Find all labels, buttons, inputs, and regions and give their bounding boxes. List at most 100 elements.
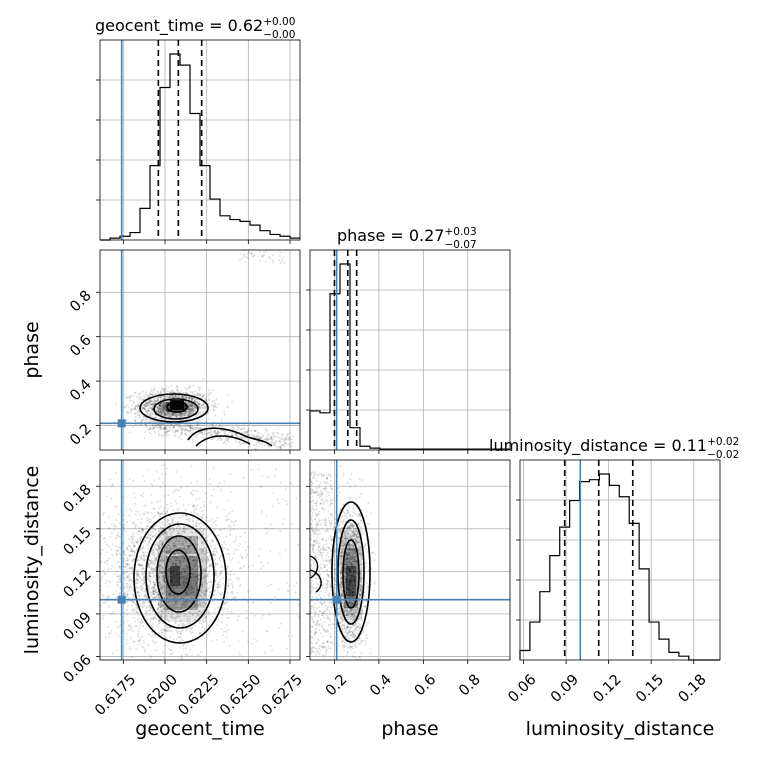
sample-point [239,554,242,557]
sample-point [250,252,253,255]
sample-point [142,528,145,531]
sample-point [106,595,109,598]
sample-point [278,588,281,591]
sample-point [227,552,230,555]
sample-point [166,519,169,522]
sample-point [147,521,150,524]
sample-point [151,516,154,519]
sample-point [157,396,160,399]
sample-point [142,625,145,628]
sample-point [161,387,164,390]
sample-point [207,611,210,614]
sample-point [113,525,116,528]
sample-point [295,582,298,585]
sample-point [213,404,216,407]
sample-point [157,410,160,413]
sample-point [219,424,222,427]
sample-point [275,435,278,438]
sample-point [230,612,233,615]
sample-point [280,447,283,450]
sample-point [208,613,211,616]
sample-point [179,495,182,498]
sample-point [181,415,184,418]
sample-point [253,434,256,437]
sample-point [102,513,105,516]
sample-point [197,653,200,656]
sample-point [261,436,264,439]
sample-point [177,396,180,399]
sample-point [225,406,228,409]
sample-point [136,510,139,513]
sample-point [152,398,155,401]
sample-point [202,629,205,632]
sample-point [102,595,105,598]
sample-point [218,436,221,439]
sample-point [273,431,276,434]
sample-point [126,590,129,593]
sample-point [150,415,153,418]
sample-point [273,474,276,477]
sample-point [178,394,181,397]
sample-point [177,624,180,627]
sample-point [181,427,184,430]
sample-point [150,595,153,598]
sample-point [209,558,212,561]
sample-point [163,411,166,414]
sample-point [251,564,254,567]
sample-point [153,393,156,396]
sample-point [132,491,135,494]
sample-point [157,511,160,514]
sample-point [242,427,245,430]
sample-point [135,647,138,650]
sample-point [150,410,153,413]
sample-point [136,582,139,585]
sample-point [277,502,280,505]
x-tick-label: 0.12 [591,672,625,706]
sample-point [195,401,198,404]
sample-point [150,402,153,405]
sample-point [182,525,185,528]
sample-point [204,397,207,400]
sample-point [131,608,134,611]
sample-point [156,407,159,410]
sample-point [149,390,152,393]
sample-point [195,520,198,523]
sample-point [154,417,157,420]
sample-point [187,413,190,416]
sample-point [141,570,144,573]
sample-point [133,407,136,410]
sample-point [145,401,148,404]
sample-point [156,393,159,396]
sample-point [152,559,155,562]
sample-point [152,400,155,403]
sample-point [123,405,126,408]
sample-point [177,630,180,633]
sample-point [125,396,128,399]
sample-point [216,583,219,586]
sample-point [146,468,149,471]
sample-point [139,603,142,606]
sample-point [113,523,116,526]
sample-point [198,403,201,406]
sample-point [134,502,137,505]
sample-point [118,546,121,549]
sample-point [132,532,135,535]
sample-point [136,618,139,621]
sample-point [271,438,274,441]
sample-point [115,632,118,635]
sample-point [115,519,118,522]
sample-point [150,501,153,504]
sample-point [225,519,228,522]
sample-point [154,528,157,531]
sample-point [202,377,205,380]
sample-point [119,624,122,627]
sample-point [214,544,217,547]
sample-point [216,485,219,488]
sample-point [167,494,170,497]
sample-point [239,444,242,447]
sample-point [195,406,198,409]
sample-point [210,438,213,441]
sample-point [153,616,156,619]
sample-point [161,408,164,411]
